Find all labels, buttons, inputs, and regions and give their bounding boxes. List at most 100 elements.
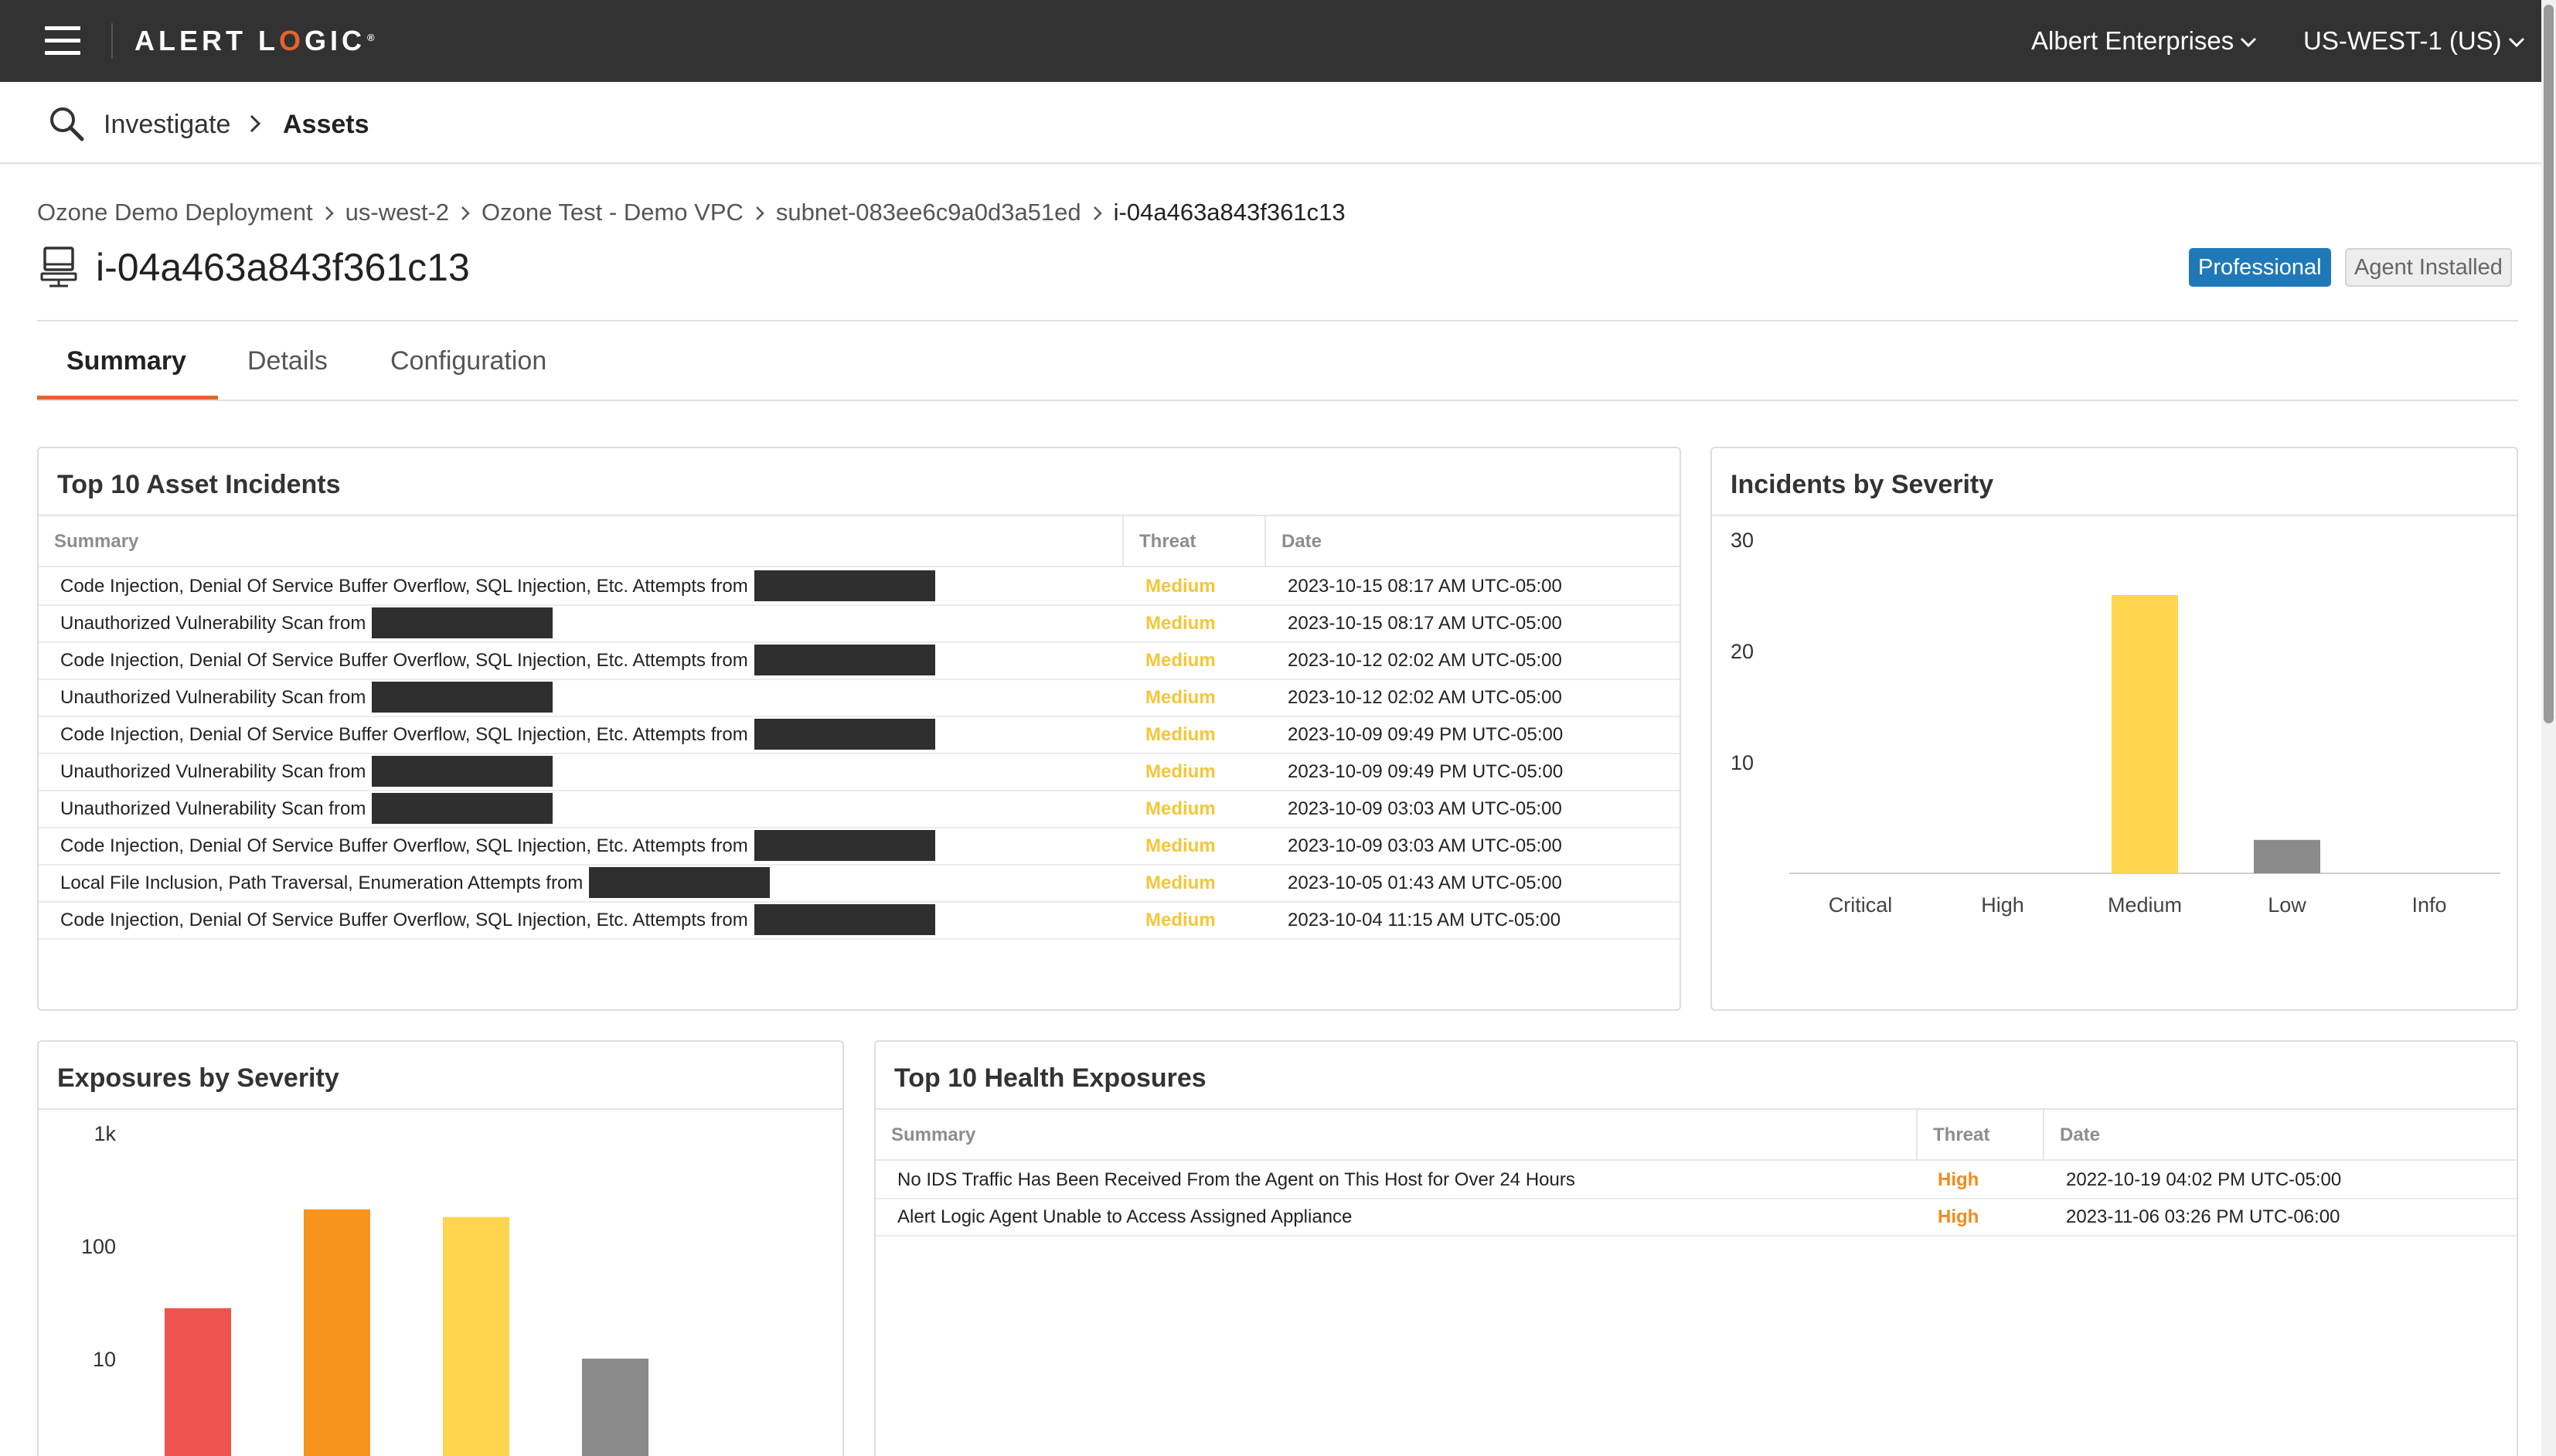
chevron-down-icon bbox=[2241, 38, 2257, 48]
row-summary[interactable]: Code Injection, Denial Of Service Buffer… bbox=[60, 643, 935, 679]
row-summary-text: Unauthorized Vulnerability Scan from bbox=[60, 687, 366, 708]
row-threat: High bbox=[1938, 1169, 1979, 1190]
row-summary[interactable]: Unauthorized Vulnerability Scan from bbox=[60, 791, 553, 827]
row-threat: Medium bbox=[1145, 724, 1216, 745]
table-row[interactable]: Unauthorized Vulnerability Scan from Medi… bbox=[39, 606, 1680, 643]
table-row[interactable]: Code Injection, Denial Of Service Buffer… bbox=[39, 717, 1680, 754]
y-tick-label: 20 bbox=[1731, 640, 1754, 663]
row-summary-text: Code Injection, Denial Of Service Buffer… bbox=[60, 576, 748, 597]
row-threat: Medium bbox=[1145, 687, 1216, 708]
row-summary[interactable]: Code Injection, Denial Of Service Buffer… bbox=[60, 569, 935, 604]
top-bar: ALERT LOGIC ® Albert Enterprises US-WEST-… bbox=[0, 0, 2556, 82]
redacted-ip bbox=[754, 903, 935, 935]
breadcrumb-region[interactable]: us-west-2 bbox=[345, 199, 450, 226]
row-date: 2022-10-19 04:02 PM UTC-05:00 bbox=[2066, 1169, 2342, 1190]
tab-configuration[interactable]: Configuration bbox=[390, 346, 547, 376]
row-date: 2023-10-09 09:49 PM UTC-05:00 bbox=[1288, 724, 1564, 745]
row-summary-text: Local File Inclusion, Path Traversal, En… bbox=[60, 873, 584, 893]
tab-details[interactable]: Details bbox=[247, 346, 328, 376]
account-name: Albert Enterprises bbox=[2031, 26, 2234, 55]
redacted-ip bbox=[372, 755, 553, 787]
asset-title: i-04a463a843f361c13 bbox=[96, 246, 470, 289]
table-row[interactable]: Code Injection, Denial Of Service Buffer… bbox=[39, 903, 1680, 940]
bar-medium[interactable] bbox=[2112, 595, 2178, 873]
health-exposures-card: Top 10 Health Exposures Summary Threat D… bbox=[874, 1040, 2518, 1456]
bar-medium[interactable] bbox=[443, 1216, 509, 1456]
column-header-summary[interactable]: Summary bbox=[54, 531, 139, 552]
incidents-severity-chart: 10 20 30 Critical High Medium Low Info bbox=[1731, 529, 2500, 917]
incidents-by-severity-card: Incidents by Severity 10 20 30 Critical High… bbox=[1710, 447, 2518, 1011]
x-tick-label: Medium bbox=[2108, 893, 2182, 917]
column-header-date[interactable]: Date bbox=[2043, 1110, 2517, 1161]
bar-high[interactable] bbox=[304, 1209, 370, 1456]
row-threat: High bbox=[1938, 1206, 1979, 1227]
investigate-link[interactable]: Investigate bbox=[104, 110, 231, 139]
bar-low[interactable] bbox=[582, 1359, 648, 1456]
row-threat: Medium bbox=[1145, 910, 1216, 930]
table-row[interactable]: Code Injection, Denial Of Service Buffer… bbox=[39, 828, 1680, 866]
card-title: Exposures by Severity bbox=[57, 1063, 339, 1093]
column-header-threat[interactable]: Threat bbox=[1916, 1110, 2043, 1161]
table-row[interactable]: Unauthorized Vulnerability Scan from Medi… bbox=[39, 754, 1680, 791]
chevron-right-icon bbox=[250, 114, 261, 133]
table-row[interactable]: Local File Inclusion, Path Traversal, En… bbox=[39, 866, 1680, 903]
redacted-ip bbox=[754, 829, 935, 861]
x-tick-label: High bbox=[1981, 893, 2024, 917]
active-tab-indicator bbox=[37, 396, 218, 400]
bar-low[interactable] bbox=[2254, 839, 2320, 873]
chevron-right-icon bbox=[1093, 206, 1102, 220]
row-date: 2023-10-09 09:49 PM UTC-05:00 bbox=[1288, 761, 1564, 782]
row-date: 2023-10-12 02:02 AM UTC-05:00 bbox=[1288, 687, 1562, 708]
table-row[interactable]: No IDS Traffic Has Been Received From th… bbox=[876, 1162, 2517, 1199]
y-tick-label: 10 bbox=[93, 1348, 116, 1371]
exposures-by-severity-card: Exposures by Severity 10 100 1k bbox=[37, 1040, 844, 1456]
card-title: Top 10 Asset Incidents bbox=[57, 470, 341, 499]
column-header-summary[interactable]: Summary bbox=[891, 1124, 976, 1145]
breadcrumb-deployment[interactable]: Ozone Demo Deployment bbox=[37, 199, 313, 226]
account-dropdown[interactable]: Albert Enterprises bbox=[2031, 25, 2257, 57]
row-summary-text: Alert Logic Agent Unable to Access Assig… bbox=[897, 1206, 1353, 1227]
row-threat: Medium bbox=[1145, 873, 1216, 893]
column-header-threat[interactable]: Threat bbox=[1122, 516, 1264, 567]
redacted-ip bbox=[589, 866, 771, 898]
card-title: Incidents by Severity bbox=[1731, 470, 1994, 499]
table-row[interactable]: Unauthorized Vulnerability Scan from Medi… bbox=[39, 791, 1680, 828]
row-summary[interactable]: Unauthorized Vulnerability Scan from bbox=[60, 680, 553, 716]
row-threat: Medium bbox=[1145, 576, 1216, 597]
y-tick-label: 30 bbox=[1731, 529, 1754, 552]
redacted-ip bbox=[372, 681, 553, 713]
card-divider bbox=[1712, 515, 2517, 516]
divider bbox=[37, 320, 2518, 321]
row-summary-text: Unauthorized Vulnerability Scan from bbox=[60, 761, 366, 782]
breadcrumb-vpc[interactable]: Ozone Test - Demo VPC bbox=[482, 199, 744, 226]
row-summary[interactable]: Local File Inclusion, Path Traversal, En… bbox=[60, 866, 771, 901]
row-summary-text: Code Injection, Denial Of Service Buffer… bbox=[60, 724, 748, 745]
table-row[interactable]: Unauthorized Vulnerability Scan from Medi… bbox=[39, 680, 1680, 717]
redacted-ip bbox=[754, 718, 935, 750]
row-summary[interactable]: Unauthorized Vulnerability Scan from bbox=[60, 606, 553, 641]
search-icon[interactable] bbox=[48, 105, 85, 142]
row-summary[interactable]: Alert Logic Agent Unable to Access Assig… bbox=[897, 1199, 1352, 1235]
row-summary[interactable]: Code Injection, Denial Of Service Buffer… bbox=[60, 903, 935, 938]
bar-critical[interactable] bbox=[165, 1308, 231, 1456]
row-summary[interactable]: Code Injection, Denial Of Service Buffer… bbox=[60, 717, 935, 753]
region-dropdown[interactable]: US-WEST-1 (US) bbox=[2303, 25, 2525, 57]
table-row[interactable]: Code Injection, Denial Of Service Buffer… bbox=[39, 569, 1680, 606]
row-summary[interactable]: Unauthorized Vulnerability Scan from bbox=[60, 754, 553, 790]
row-summary[interactable]: Code Injection, Denial Of Service Buffer… bbox=[60, 828, 935, 864]
row-date: 2023-10-05 01:43 AM UTC-05:00 bbox=[1288, 873, 1562, 893]
table-row[interactable]: Code Injection, Denial Of Service Buffer… bbox=[39, 643, 1680, 680]
row-summary[interactable]: No IDS Traffic Has Been Received From th… bbox=[897, 1162, 1575, 1198]
host-icon bbox=[40, 247, 77, 287]
row-date: 2023-10-09 03:03 AM UTC-05:00 bbox=[1288, 835, 1562, 856]
table-header: Summary Threat Date bbox=[876, 1110, 2517, 1161]
breadcrumb-subnet[interactable]: subnet-083ee6c9a0d3a51ed bbox=[775, 199, 1081, 226]
hamburger-menu-icon[interactable] bbox=[45, 26, 80, 56]
table-row[interactable]: Alert Logic Agent Unable to Access Assig… bbox=[876, 1199, 2517, 1237]
tab-summary[interactable]: Summary bbox=[66, 346, 186, 376]
row-threat: Medium bbox=[1145, 650, 1216, 671]
scrollbar-thumb[interactable] bbox=[2544, 5, 2554, 723]
alert-logic-logo[interactable]: ALERT LOGIC ® bbox=[134, 25, 375, 56]
column-header-date[interactable]: Date bbox=[1264, 516, 1680, 567]
row-summary-text: No IDS Traffic Has Been Received From th… bbox=[897, 1169, 1575, 1190]
